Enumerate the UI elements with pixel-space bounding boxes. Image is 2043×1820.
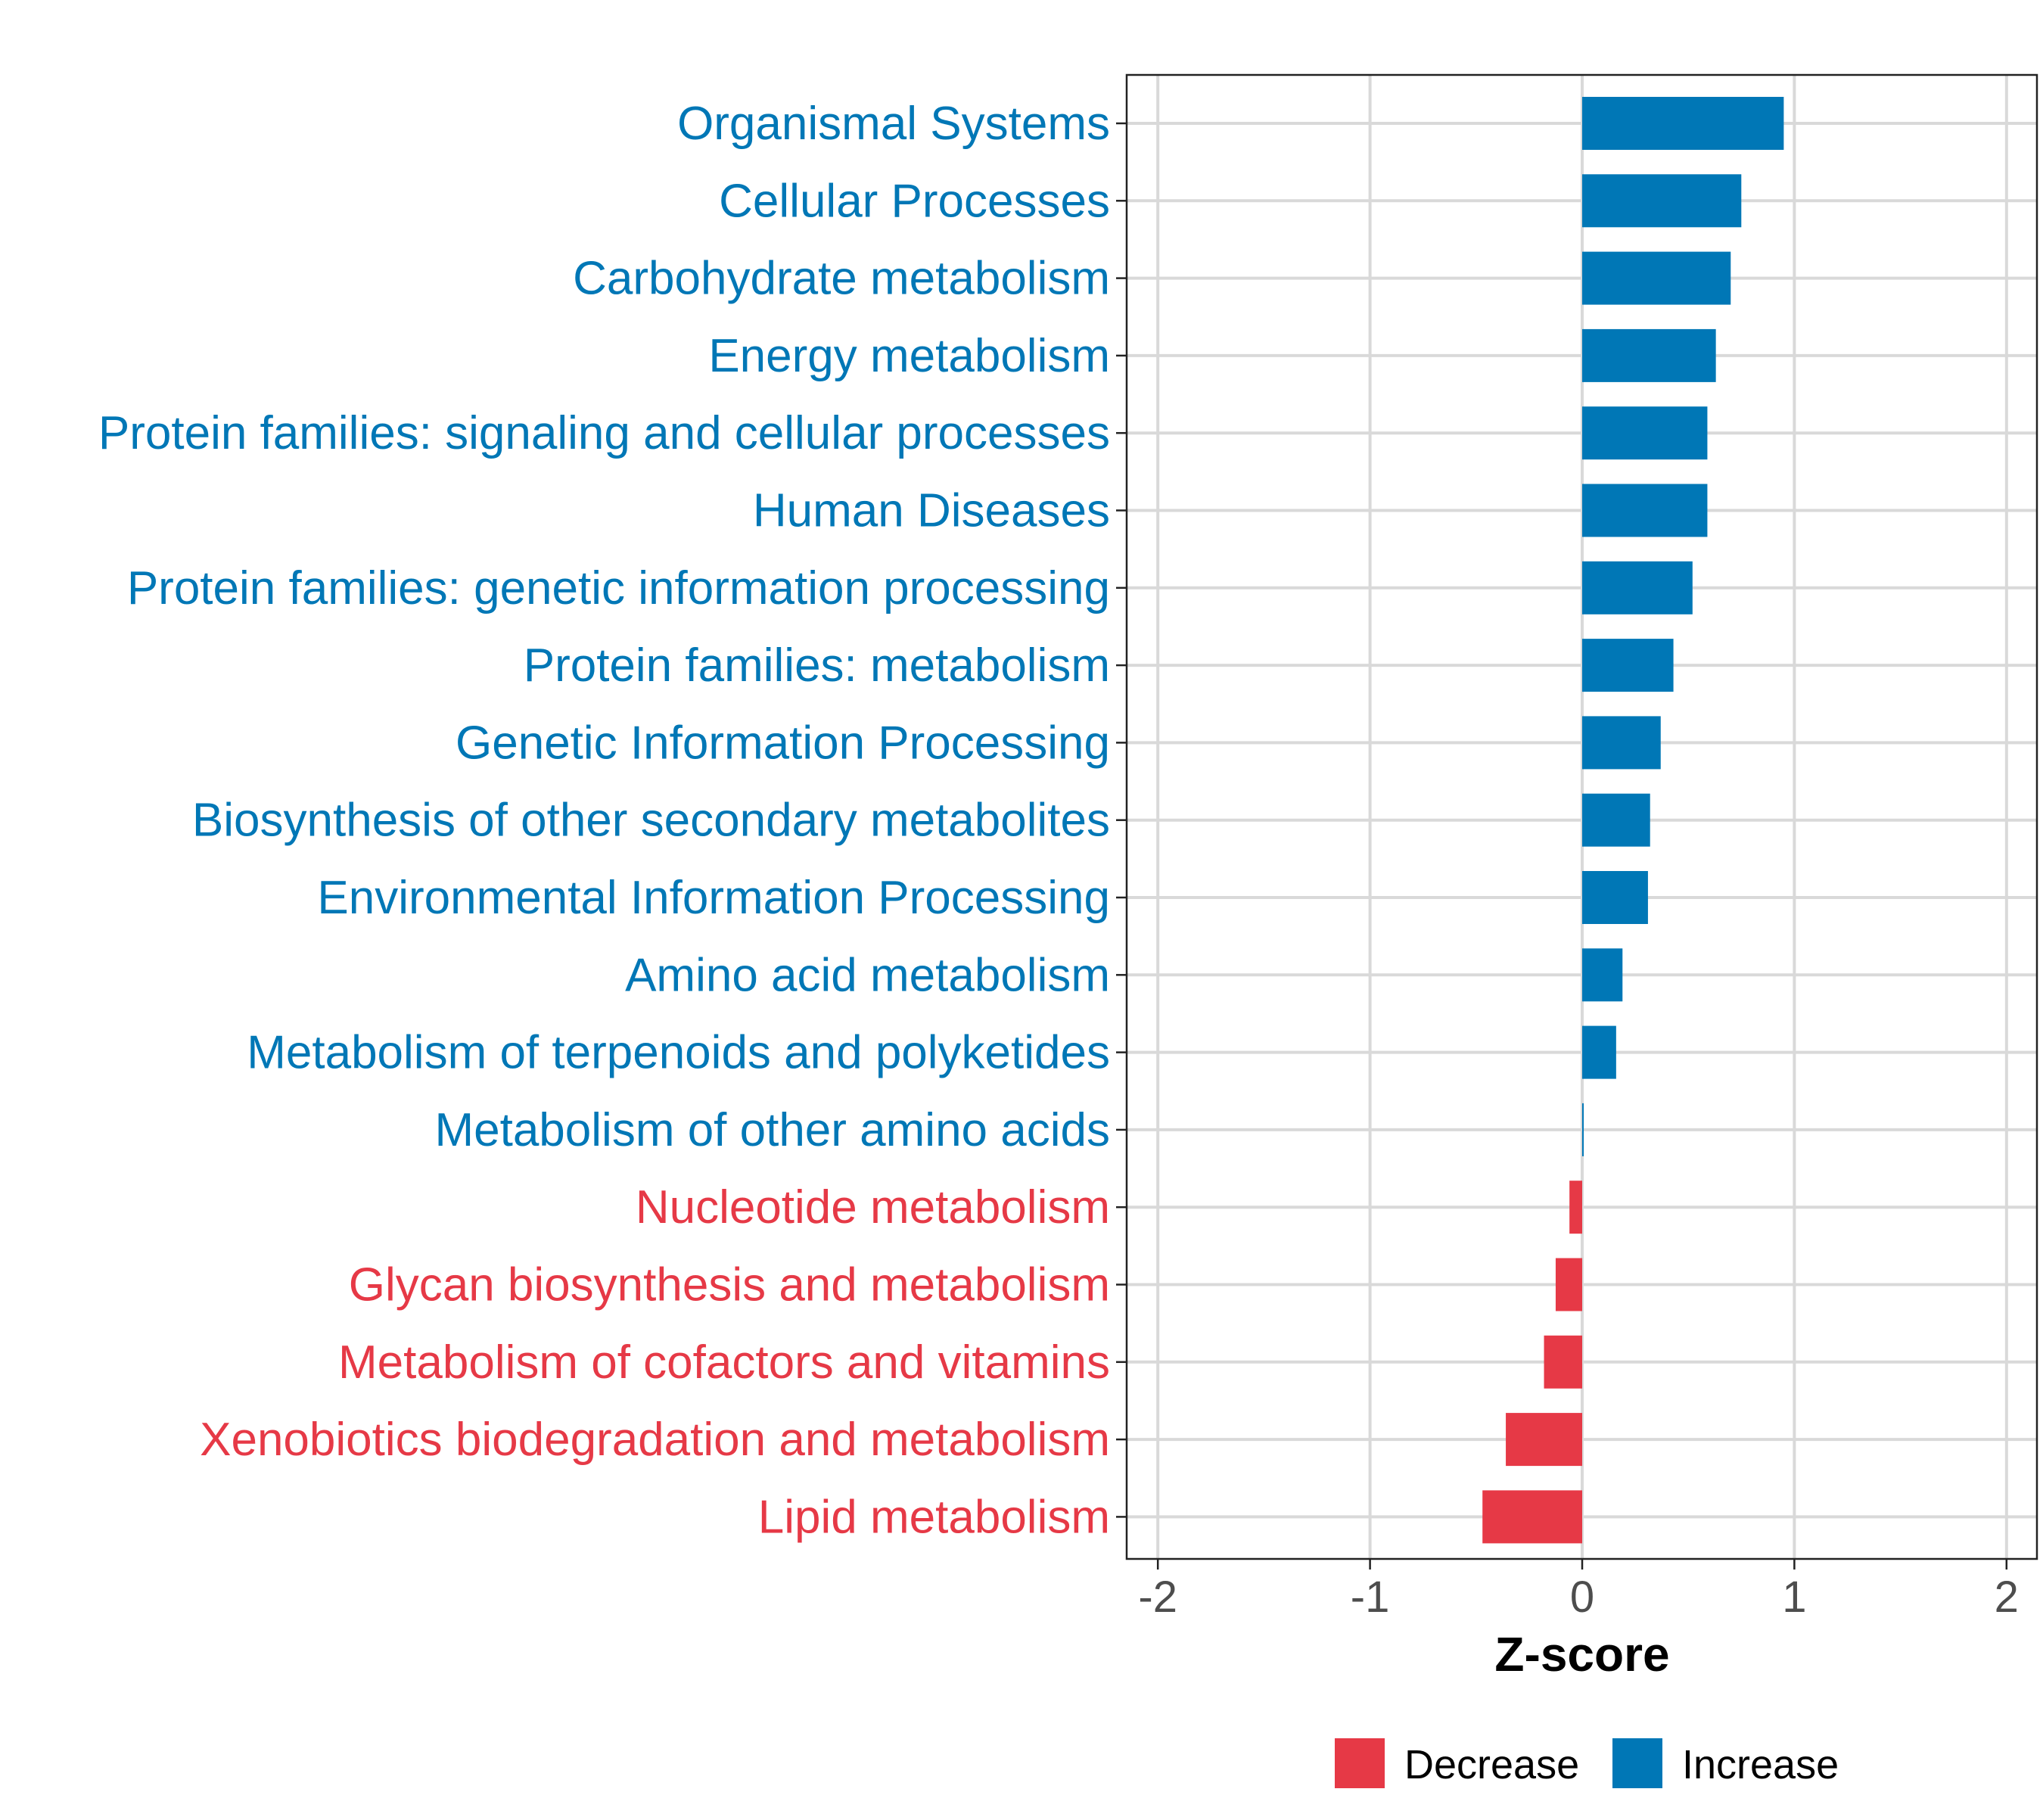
y-tick-label: Genetic Information Processing <box>456 717 1110 769</box>
y-tick-label: Protein families: genetic information pr… <box>127 562 1110 614</box>
bar <box>1582 406 1708 460</box>
legend-label-increase: Increase <box>1682 1742 1839 1787</box>
y-tick-label: Amino acid metabolism <box>625 949 1110 1001</box>
y-tick-label: Cellular Processes <box>719 175 1110 227</box>
bar <box>1582 639 1674 692</box>
legend-label-decrease: Decrease <box>1404 1742 1579 1787</box>
y-tick-label: Environmental Information Processing <box>317 872 1110 924</box>
y-tick-label: Protein families: signaling and cellular… <box>98 407 1110 459</box>
x-axis-title: Z-score <box>1494 1627 1669 1682</box>
bar <box>1582 484 1708 537</box>
y-tick-label: Metabolism of terpenoids and polyketides <box>247 1027 1110 1079</box>
bar <box>1582 871 1648 924</box>
legend-key-decrease <box>1335 1738 1385 1788</box>
bar <box>1544 1335 1582 1389</box>
x-tick-label: -2 <box>1138 1573 1177 1622</box>
y-tick-label: Xenobiotics biodegradation and metabolis… <box>200 1414 1110 1466</box>
bar <box>1569 1181 1582 1234</box>
bar <box>1582 561 1693 614</box>
y-tick-label: Organismal Systems <box>677 98 1110 150</box>
bar <box>1582 1103 1584 1156</box>
y-tick-label: Glycan biosynthesis and metabolism <box>349 1259 1110 1311</box>
y-tick-label: Metabolism of other amino acids <box>434 1104 1110 1156</box>
bar <box>1582 948 1623 1002</box>
x-tick-label: 0 <box>1570 1573 1594 1622</box>
y-tick-label: Biosynthesis of other secondary metaboli… <box>192 795 1110 847</box>
bar <box>1482 1490 1582 1544</box>
y-tick-label: Protein families: metabolism <box>524 639 1110 692</box>
y-tick-label: Energy metabolism <box>708 330 1110 382</box>
bar <box>1582 251 1731 305</box>
x-axis-ticks: -2 -1 0 1 2 <box>1138 1559 2019 1622</box>
bar <box>1582 793 1650 847</box>
bar <box>1582 716 1661 770</box>
bar <box>1582 1025 1616 1079</box>
y-tick-label: Nucleotide metabolism <box>636 1181 1110 1234</box>
y-axis-labels: Organismal Systems Cellular Processes Carb… <box>98 98 1127 1543</box>
legend: Decrease Increase <box>1335 1738 1839 1788</box>
x-tick-label: 2 <box>1995 1573 2019 1622</box>
y-tick-label: Lipid metabolism <box>758 1491 1110 1543</box>
bar <box>1555 1258 1582 1311</box>
x-tick-label: 1 <box>1782 1573 1806 1622</box>
bar <box>1582 97 1784 150</box>
y-tick-label: Carbohydrate metabolism <box>573 253 1110 305</box>
y-tick-label: Human Diseases <box>753 485 1110 537</box>
legend-key-increase <box>1612 1738 1662 1788</box>
y-tick-label: Metabolism of cofactors and vitamins <box>338 1336 1110 1389</box>
bar <box>1506 1413 1582 1467</box>
bar <box>1582 328 1716 382</box>
grid-lines <box>1127 75 2037 1559</box>
bar <box>1582 174 1742 228</box>
x-tick-label: -1 <box>1351 1573 1390 1622</box>
bars <box>1482 97 1784 1544</box>
